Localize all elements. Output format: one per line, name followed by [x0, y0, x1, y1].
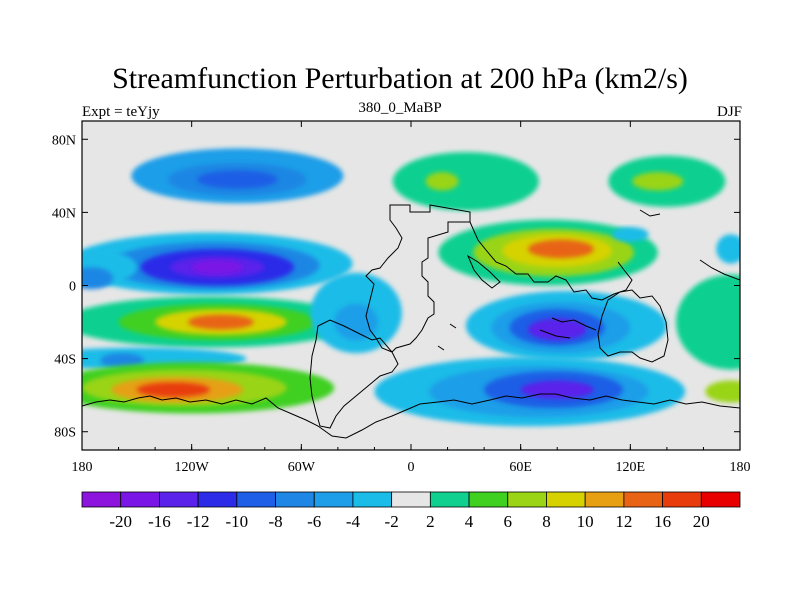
contour-region-na-high-22 — [392, 152, 539, 211]
y-tick-label-0: 80N — [52, 133, 76, 148]
colorbar-label-11: 8 — [542, 512, 551, 531]
coastline-layer — [82, 204, 740, 439]
y-tick-label-4: 80S — [54, 426, 76, 441]
contour-region-pe-high-40 — [705, 380, 740, 403]
y-axis: 80N 40N 0 40S 80S — [52, 133, 740, 441]
coastline-maritime — [539, 317, 597, 339]
colorbar-box-13 — [584, 491, 625, 508]
colorbar-box-14 — [623, 491, 663, 508]
coastline-indian-ocean-islands — [437, 323, 457, 351]
colorbar-label-7: -2 — [385, 512, 399, 531]
contour-region-fs-high-19 — [136, 382, 210, 397]
colorbar-label-12: 10 — [577, 512, 594, 531]
colorbar-box-4 — [236, 491, 276, 508]
experiment-label: Expt = teYjy — [82, 104, 160, 120]
y-tick-label-2: 0 — [69, 280, 76, 295]
x-tick-label-3: 0 — [408, 460, 415, 475]
colorbar-label-10: 6 — [504, 512, 513, 531]
colorbar: -20 -16 -12 -10 -8 -6 -4 -2 2 4 6 8 10 12 16 20 — [81, 491, 741, 531]
x-tick-label-1: 120W — [175, 460, 210, 475]
x-tick-label-4: 60E — [509, 460, 532, 475]
season-label: DJF — [716, 104, 742, 120]
colorbar-box-9 — [429, 491, 470, 508]
y-tick-label-1: 40N — [52, 206, 76, 221]
colorbar-box-3 — [197, 491, 238, 508]
colorbar-box-16 — [700, 491, 741, 508]
colorbar-label-4: -8 — [268, 512, 282, 531]
case-label: 380_0_MaBP — [358, 100, 442, 116]
x-tick-label-6: 180 — [730, 460, 751, 475]
contour-region-io-low-34 — [527, 318, 587, 341]
colorbar-label-5: -6 — [307, 512, 321, 531]
contour-region-tw-low-7 — [191, 259, 243, 275]
colorbar-box-8 — [391, 491, 431, 508]
contour-region-sb-high-25 — [632, 172, 684, 191]
contour-region-sb-low-15 — [100, 353, 145, 368]
colorbar-box-11 — [507, 491, 547, 508]
coastline-north-america — [639, 209, 740, 281]
colorbar-box-15 — [662, 491, 702, 508]
contour-region-na-high-23 — [425, 172, 459, 191]
contour-region-np-low-2 — [197, 170, 278, 189]
coastline-arabia — [466, 254, 501, 289]
contour-region-wa-low-9 — [82, 267, 114, 290]
y-tick-label-3: 40S — [54, 353, 76, 368]
colorbar-label-2: -12 — [187, 512, 210, 531]
colorbar-box-1 — [120, 491, 160, 508]
colorbar-box-12 — [546, 491, 586, 508]
colorbar-label-1: -16 — [148, 512, 171, 531]
chart-title: Streamfunction Perturbation at 200 hPa (… — [112, 62, 688, 95]
colorbar-label-6: -4 — [346, 512, 361, 531]
colorbar-label-3: -10 — [225, 512, 248, 531]
contour-region-ar-high-29 — [527, 239, 594, 259]
colorbar-box-0 — [81, 491, 122, 508]
x-tick-label-2: 60W — [288, 460, 316, 475]
contour-region-sw-high-13 — [188, 314, 254, 330]
colorbar-label-9: 4 — [465, 512, 474, 531]
x-axis: 180 120W 60W 0 60E 120E 180 — [72, 121, 751, 475]
colorbar-box-7 — [352, 491, 393, 508]
colorbar-box-6 — [313, 491, 354, 508]
contour-region-ea-low-30 — [612, 227, 649, 242]
colorbar-label-14: 16 — [654, 512, 671, 531]
colorbar-label-15: 20 — [693, 512, 710, 531]
x-tick-label-0: 180 — [72, 460, 93, 475]
coastline-africa-europe — [365, 204, 471, 353]
coastline-antarctica — [82, 393, 740, 439]
colorbar-box-5 — [275, 491, 315, 508]
coastline-australia — [597, 289, 669, 363]
colorbar-label-0: -20 — [109, 512, 132, 531]
coastline-asia — [469, 221, 633, 301]
contour-region-et-low-41 — [716, 234, 740, 264]
colorbar-label-8: 2 — [426, 512, 435, 531]
colorbar-box-2 — [159, 491, 199, 508]
colorbar-label-13: 12 — [615, 512, 632, 531]
coastline-south-america — [309, 319, 399, 429]
contour-fill-layer — [82, 148, 740, 427]
contour-region-pe-high-39 — [676, 274, 740, 370]
x-tick-label-5: 120E — [616, 460, 646, 475]
contour-region-am-low-21 — [334, 303, 379, 341]
colorbar-box-10 — [468, 491, 509, 508]
